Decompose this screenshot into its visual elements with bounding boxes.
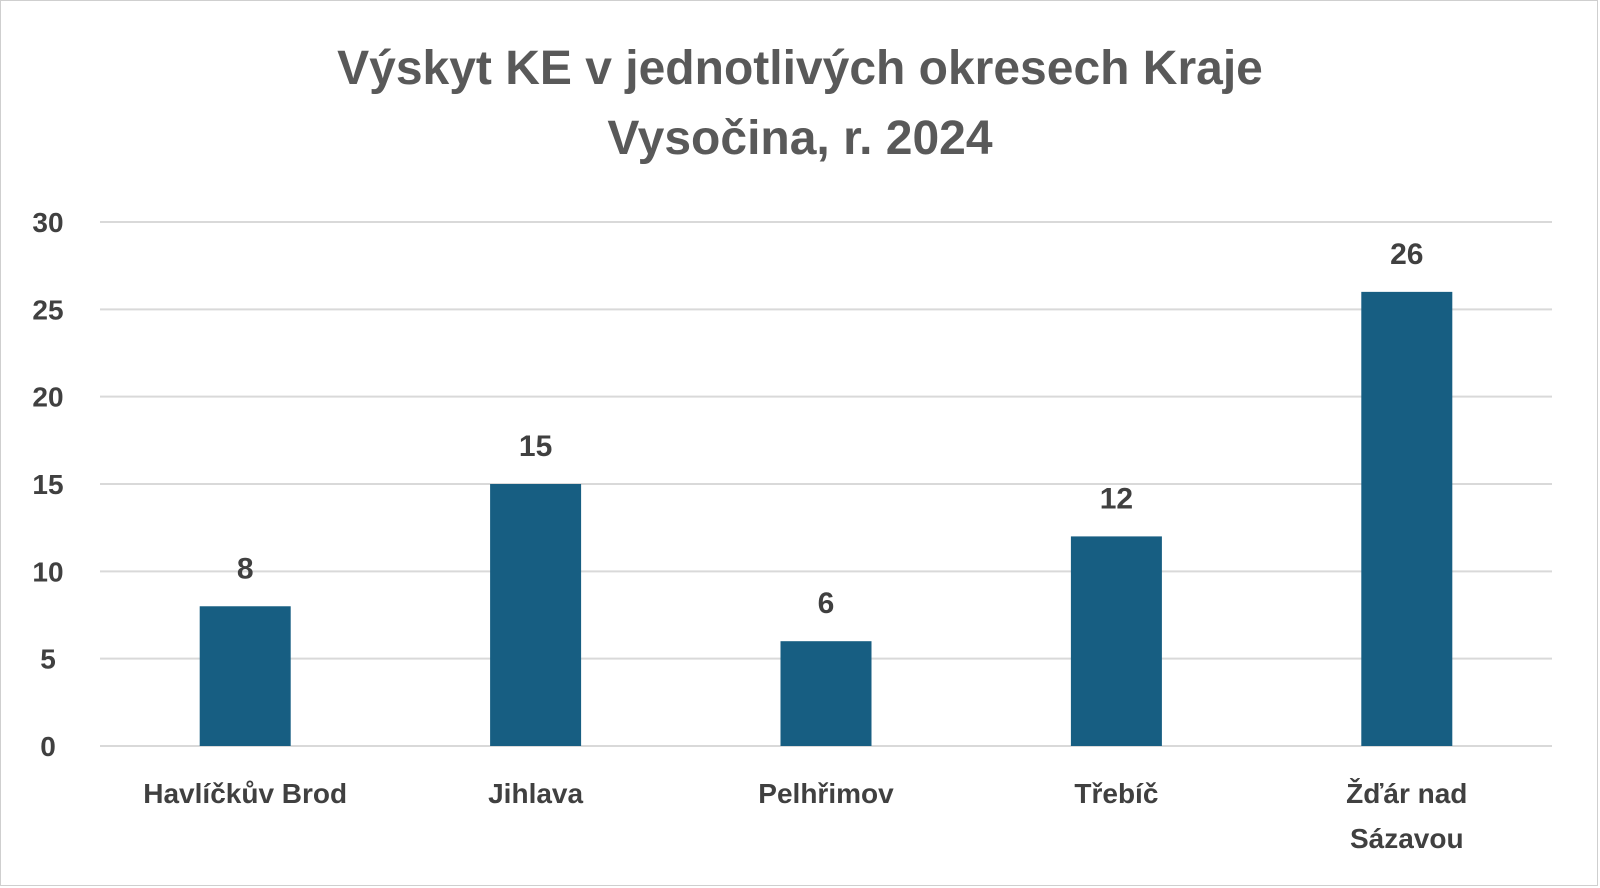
bar xyxy=(1070,536,1162,746)
data-label: 15 xyxy=(519,430,552,463)
gridlines xyxy=(100,221,1552,747)
x-category-label: Jihlava xyxy=(488,778,583,809)
bar xyxy=(199,606,291,746)
data-labels: 8 15 6 12 26 xyxy=(237,238,1424,620)
y-tick-label: 10 xyxy=(32,556,63,587)
x-category-label: Třebíč xyxy=(1074,778,1158,809)
y-axis-ticks: 0 5 10 15 20 25 30 xyxy=(32,207,63,762)
x-axis-categories: Havlíčkův Brod Jihlava Pelhřimov Třebíč Žďár… xyxy=(143,778,1467,854)
data-label: 8 xyxy=(237,552,254,585)
y-tick-label: 25 xyxy=(32,294,63,325)
x-category-label: Sázavou xyxy=(1350,823,1464,854)
y-tick-label: 5 xyxy=(40,644,56,675)
data-label: 26 xyxy=(1390,238,1423,271)
chart-title-line-2: Vysočina, r. 2024 xyxy=(607,112,992,165)
y-tick-label: 0 xyxy=(40,731,56,762)
x-category-label: Havlíčkův Brod xyxy=(143,778,347,809)
chart-title: Výskyt KE v jednotlivých okresech Kraje … xyxy=(337,42,1263,165)
bar xyxy=(490,484,582,746)
data-label: 6 xyxy=(818,587,835,620)
y-tick-label: 15 xyxy=(32,469,63,500)
data-label: 12 xyxy=(1100,482,1133,515)
bars xyxy=(199,291,1453,746)
y-tick-label: 20 xyxy=(32,382,63,413)
x-category-label: Pelhřimov xyxy=(758,778,894,809)
bar xyxy=(1361,291,1453,746)
y-tick-label: 30 xyxy=(32,207,63,238)
x-category-label: Žďár nad xyxy=(1346,778,1467,809)
bar xyxy=(780,641,872,746)
chart-title-line-1: Výskyt KE v jednotlivých okresech Kraje xyxy=(337,42,1263,95)
